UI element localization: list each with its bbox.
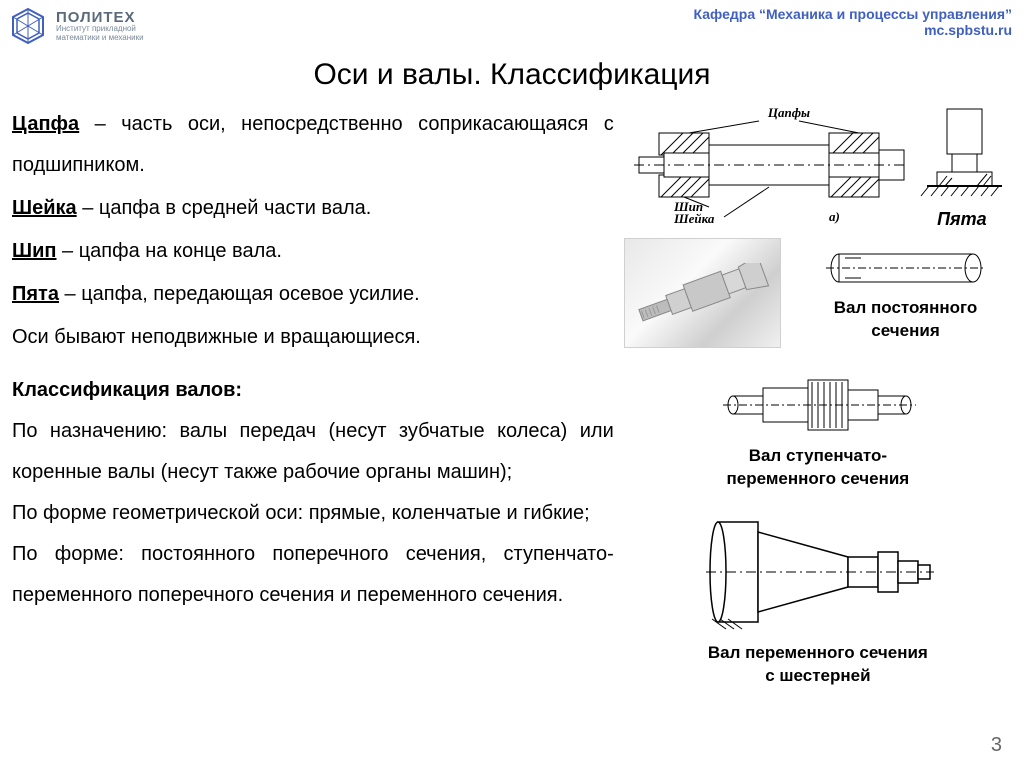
slide-title: Оси и валы. Классификация	[0, 58, 1024, 92]
gear-caption-1: Вал переменного сечения	[698, 642, 938, 665]
def-1-rest: – часть оси, непосредственно соприкасающ…	[12, 113, 614, 176]
classification-block: Классификация валов: По назначению: валы…	[12, 370, 614, 688]
def-2: Шейка – цапфа в средней части вала.	[12, 188, 614, 229]
department-label: Кафедра “Механика и процессы управления”	[694, 6, 1012, 22]
svg-text:Шейка: Шейка	[673, 211, 715, 225]
shaft-drawing: Цапфы	[629, 105, 909, 230]
stepped-caption-2: переменного сечения	[718, 468, 918, 491]
term-pyata: Пята	[12, 283, 59, 305]
figure-row-shaft-pyata: Цапфы	[629, 104, 1007, 230]
logo-block: ПОЛИТЕХ Институт прикладной математики и…	[8, 6, 144, 46]
slide-header: ПОЛИТЕХ Институт прикладной математики и…	[0, 0, 1024, 48]
def-5: Оси бывают неподвижные и вращающиеся.	[12, 317, 614, 358]
stepped-shaft-figure: Вал ступенчато- переменного сечения	[718, 370, 918, 491]
pyata-drawing: Пята	[917, 104, 1007, 230]
figure-row-2: Вал постоянного сечения	[624, 238, 1012, 348]
svg-text:а): а)	[829, 209, 840, 224]
classification-p1: По назначению: валы передач (несут зубча…	[12, 411, 614, 493]
gear-shaft-figure: Вал переменного сечения с шестерней	[698, 507, 938, 688]
header-right: Кафедра “Механика и процессы управления”…	[694, 6, 1012, 38]
figure-col-1: Цапфы	[624, 104, 1012, 360]
gear-caption-2: с шестерней	[698, 665, 938, 688]
logo-main: ПОЛИТЕХ	[56, 10, 144, 26]
term-sheika: Шейка	[12, 197, 77, 219]
definitions-block: Цапфа – часть оси, непосредственно сопри…	[12, 104, 614, 360]
content-row-2: Классификация валов: По назначению: валы…	[0, 370, 1024, 688]
def-3-rest: – цапфа на конце вала.	[56, 240, 281, 262]
def-2-rest: – цапфа в средней части вала.	[77, 197, 372, 219]
const-section-caption: Вал постоянного сечения	[799, 297, 1012, 343]
def-3: Шип – цапфа на конце вала.	[12, 231, 614, 272]
classification-head: Классификация валов:	[12, 370, 614, 411]
logo-text: ПОЛИТЕХ Институт прикладной математики и…	[56, 10, 144, 43]
logo-sub2: математики и механики	[56, 34, 144, 42]
page-number: 3	[991, 734, 1002, 757]
classification-p2: По форме геометрической оси: прямые, кол…	[12, 493, 614, 534]
svg-text:Цапфы: Цапфы	[767, 105, 810, 120]
pyata-label: Пята	[917, 209, 1007, 230]
content-row-1: Цапфа – часть оси, непосредственно сопри…	[0, 104, 1024, 360]
site-url: mc.spbstu.ru	[694, 22, 1012, 38]
def-1: Цапфа – часть оси, непосредственно сопри…	[12, 104, 614, 186]
polytech-logo-icon	[8, 6, 48, 46]
stepped-caption-1: Вал ступенчато-	[718, 445, 918, 468]
def-4: Пята – цапфа, передающая осевое усилие.	[12, 274, 614, 315]
shaft-photo	[624, 238, 781, 348]
classification-p3: По форме: постоянного поперечного сечени…	[12, 534, 614, 616]
figure-col-2: Вал ступенчато- переменного сечения	[624, 370, 1012, 688]
def-4-rest: – цапфа, передающая осевое усилие.	[59, 283, 420, 305]
term-tsapfa: Цапфа	[12, 113, 79, 135]
const-section-figure: Вал постоянного сечения	[799, 244, 1012, 343]
term-ship: Шип	[12, 240, 56, 262]
